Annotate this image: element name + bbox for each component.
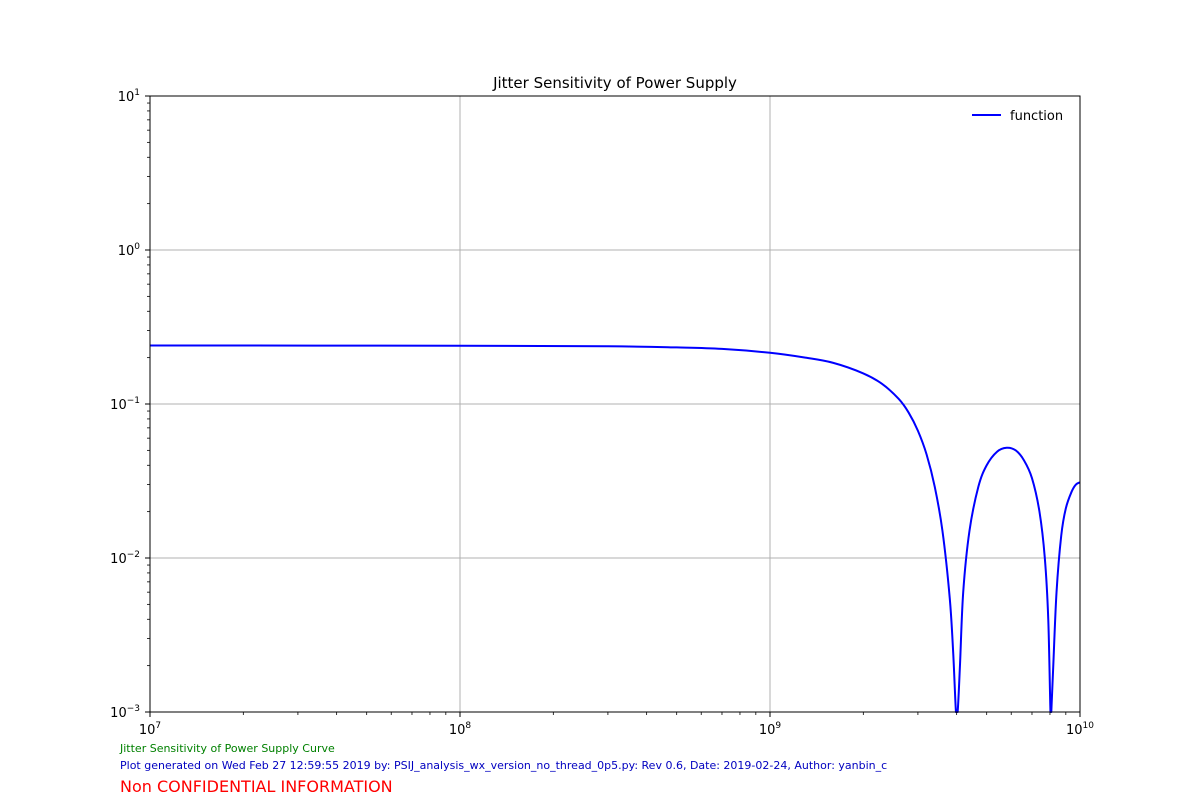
chart-caption: Jitter Sensitivity of Power Supply Curve — [120, 742, 335, 755]
chart: Jitter Sensitivity of Power Supply 107 10… — [110, 74, 1094, 738]
axis-ticks: 107 108 109 1010 10−3 10−2 10−1 100 101 — [110, 88, 1094, 738]
legend: function — [972, 109, 1063, 124]
x-tick-label: 107 — [139, 721, 161, 738]
y-tick-label: 10−1 — [110, 396, 140, 413]
chart-title: Jitter Sensitivity of Power Supply — [492, 74, 737, 92]
confidentiality-notice: Non CONFIDENTIAL INFORMATION — [120, 777, 393, 796]
series-line-function — [149, 344, 1081, 713]
y-tick-label: 100 — [118, 242, 141, 259]
y-tick-label: 10−3 — [110, 704, 140, 721]
x-tick-label: 1010 — [1066, 721, 1094, 738]
legend-label: function — [1010, 109, 1063, 124]
x-tick-label: 108 — [449, 721, 472, 738]
grid — [149, 95, 1081, 713]
x-tick-label: 109 — [759, 721, 782, 738]
series-layer — [149, 344, 1081, 713]
generation-note: Plot generated on Wed Feb 27 12:59:55 20… — [120, 759, 888, 772]
y-tick-label: 101 — [118, 88, 140, 105]
y-tick-label: 10−2 — [110, 550, 140, 567]
